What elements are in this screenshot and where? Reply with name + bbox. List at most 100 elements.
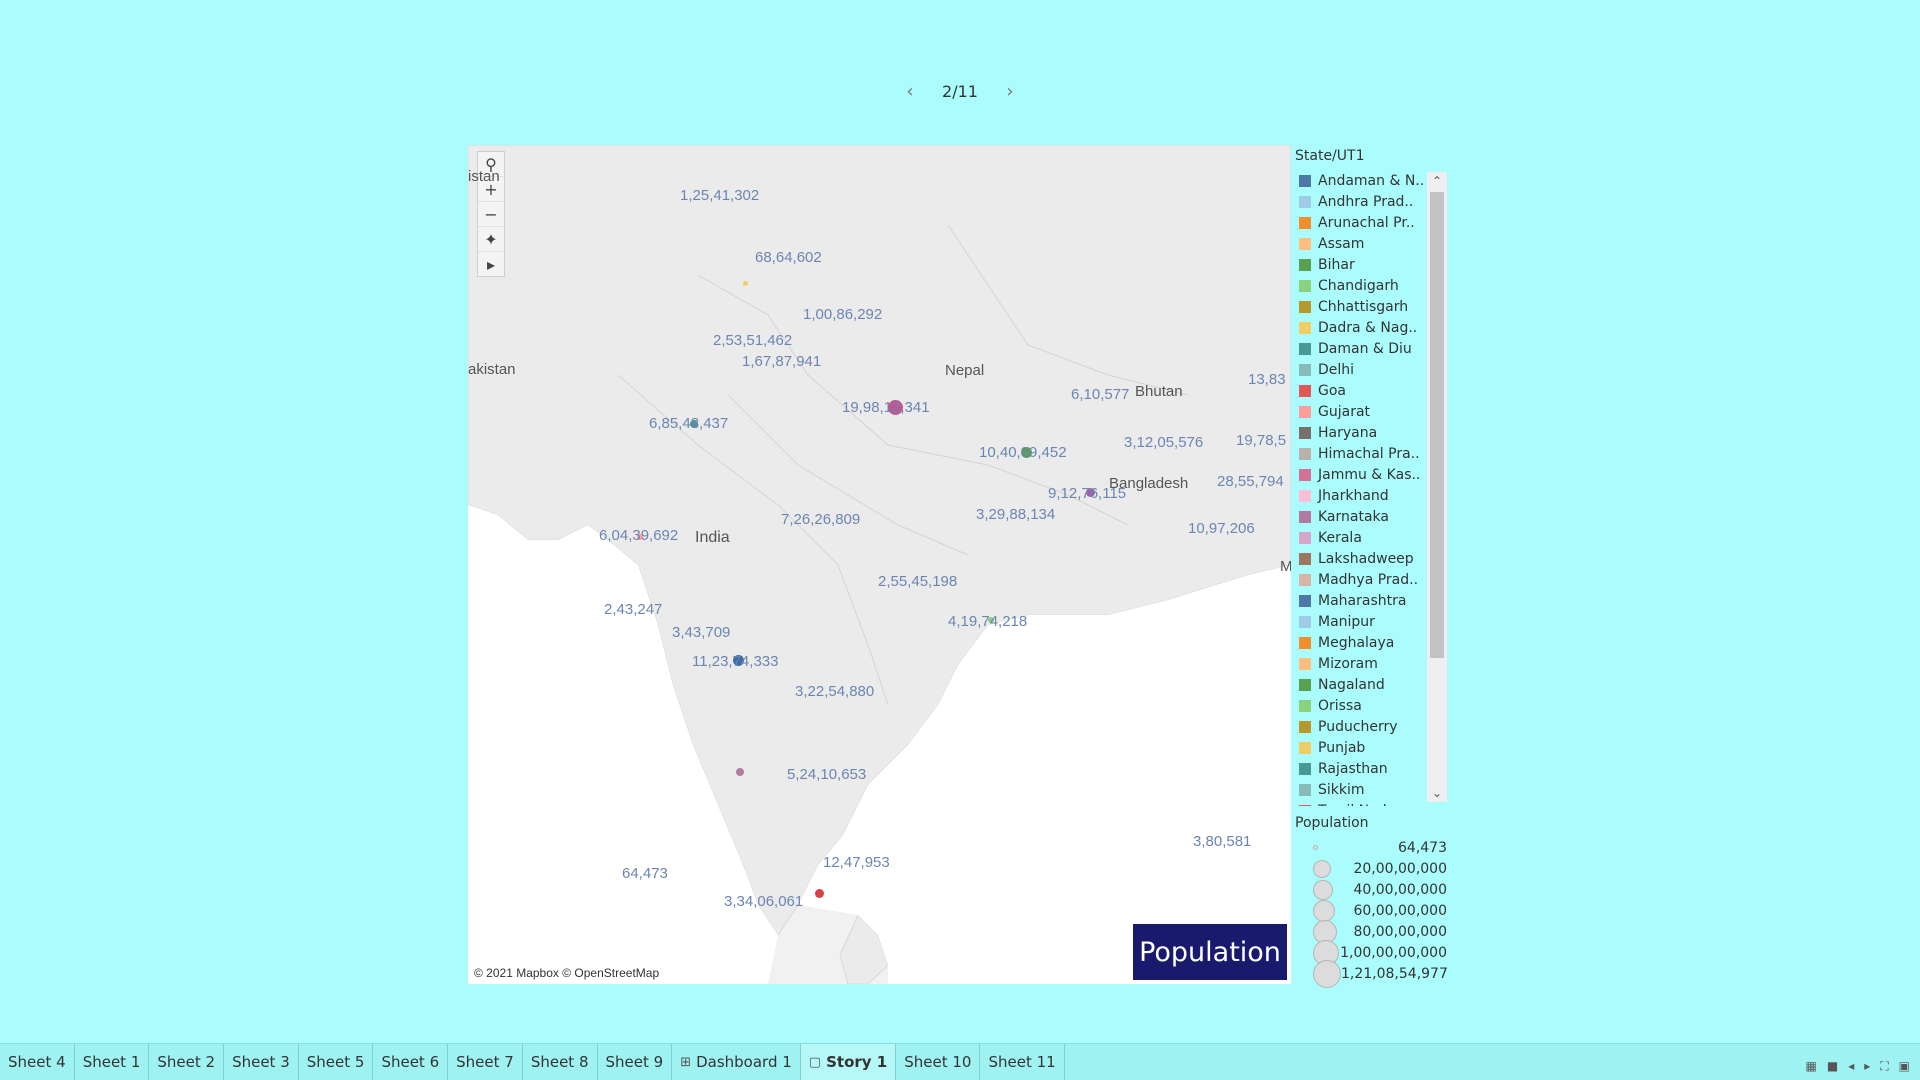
tab-label: Sheet 10 — [904, 1053, 972, 1071]
legend-swatch — [1299, 594, 1311, 607]
legend-item[interactable]: Manipur — [1295, 611, 1447, 632]
legend-item[interactable]: Bihar — [1295, 254, 1447, 275]
legend-swatch — [1299, 342, 1311, 355]
zoom-out-button[interactable]: − — [478, 201, 504, 226]
legend-item[interactable]: Chhattisgarh — [1295, 296, 1447, 317]
tab-label: Sheet 3 — [232, 1053, 290, 1071]
legend-item-label: Madhya Prad.. — [1318, 571, 1419, 588]
legend-swatch — [1299, 384, 1311, 397]
legend-item[interactable]: Jammu & Kas.. — [1295, 464, 1447, 485]
state-dot-orissa[interactable] — [988, 617, 994, 623]
legend-item[interactable]: Chandigarh — [1295, 275, 1447, 296]
grid-view-icon[interactable]: ▦ — [1805, 1059, 1817, 1073]
zoom-in-button[interactable]: + — [478, 176, 504, 201]
tab-sheet-5[interactable]: Sheet 5 — [299, 1044, 374, 1080]
legend-item-label: Daman & Diu — [1318, 340, 1412, 357]
legend-item-label: Orissa — [1318, 697, 1362, 714]
legend-item[interactable]: Sikkim — [1295, 779, 1447, 800]
legend-swatch — [1299, 216, 1311, 229]
tab-sheet-9[interactable]: Sheet 9 — [598, 1044, 673, 1080]
legend-item[interactable]: Nagaland — [1295, 674, 1447, 695]
legend-item[interactable]: Maharashtra — [1295, 590, 1447, 611]
legend-swatch — [1299, 783, 1311, 796]
legend-item[interactable]: Puducherry — [1295, 716, 1447, 737]
single-view-icon[interactable]: ■ — [1826, 1059, 1839, 1073]
map-value-label: 9,12,76,115 — [1048, 485, 1127, 502]
tab-sheet-1[interactable]: Sheet 1 — [75, 1044, 150, 1080]
state-dot-karnataka[interactable] — [736, 768, 744, 776]
tab-sheet-11[interactable]: Sheet 11 — [980, 1044, 1065, 1080]
legend-item[interactable]: Rajasthan — [1295, 758, 1447, 779]
state-dot-bihar[interactable] — [1021, 447, 1032, 458]
state-dot-uttar-pradesh[interactable] — [888, 400, 903, 415]
size-circle — [1313, 859, 1331, 878]
map-value-label: 2,43,247 — [604, 601, 663, 618]
search-icon[interactable]: ⚲ — [485, 154, 497, 174]
legend-swatch — [1299, 237, 1311, 250]
legend-item[interactable]: Punjab — [1295, 737, 1447, 758]
play-icon[interactable]: ▸ — [478, 251, 504, 276]
scroll-down-icon[interactable]: ⌄ — [1431, 786, 1443, 800]
state-dot-west-bengal[interactable] — [1086, 488, 1095, 497]
tab-label: Sheet 5 — [306, 1053, 365, 1071]
legend-item[interactable]: Andhra Prad.. — [1295, 191, 1447, 212]
chevron-right-icon[interactable]: › — [1006, 80, 1014, 102]
legend-item[interactable]: Goa — [1295, 380, 1447, 401]
state-dot-punjab[interactable] — [743, 281, 748, 286]
size-legend-row: 20,00,00,000 — [1295, 858, 1447, 879]
state-color-legend: State/UT1 Andaman & N.. Andhra Prad.. Arun… — [1295, 148, 1447, 806]
legend-item-label: Karnataka — [1318, 508, 1389, 525]
legend-item[interactable]: Haryana — [1295, 422, 1447, 443]
scroll-up-icon[interactable]: ⌃ — [1431, 174, 1443, 188]
legend-item[interactable]: Andaman & N.. — [1295, 170, 1447, 191]
legend-item[interactable]: Daman & Diu — [1295, 338, 1447, 359]
size-legend-value: 1,00,00,00,000 — [1340, 944, 1447, 961]
tab-sheet-4[interactable]: Sheet 4 — [0, 1044, 75, 1080]
legend-item[interactable]: Tamil Nadu — [1295, 800, 1447, 806]
tab-dashboard-1[interactable]: ⊞ Dashboard 1 — [672, 1044, 801, 1080]
legend-item[interactable]: Lakshadweep — [1295, 548, 1447, 569]
tab-sheet-3[interactable]: Sheet 3 — [224, 1044, 299, 1080]
next-icon[interactable]: ▸ — [1864, 1059, 1871, 1073]
legend-item[interactable]: Dadra & Nag.. — [1295, 317, 1447, 338]
map-attribution[interactable]: © 2021 Mapbox © OpenStreetMap — [474, 966, 660, 980]
legend-item[interactable]: Madhya Prad.. — [1295, 569, 1447, 590]
tab-label: Sheet 2 — [157, 1053, 216, 1071]
tab-story-1[interactable]: ▢ Story 1 — [800, 1044, 897, 1080]
map-value-label: 4,19,74,218 — [948, 613, 1028, 630]
size-legend-value: 64,473 — [1398, 839, 1447, 856]
legend-item[interactable]: Kerala — [1295, 527, 1447, 548]
legend-item[interactable]: Himachal Pra.. — [1295, 443, 1447, 464]
state-dot-rajasthan[interactable] — [690, 420, 698, 428]
legend-item[interactable]: Arunachal Pr.. — [1295, 212, 1447, 233]
legend-item[interactable]: Delhi — [1295, 359, 1447, 380]
legend-item[interactable]: Assam — [1295, 233, 1447, 254]
map-value-label: 3,80,581 — [1193, 833, 1252, 850]
tab-sheet-2[interactable]: Sheet 2 — [149, 1044, 225, 1080]
pin-icon[interactable]: ✦ — [478, 226, 504, 251]
fullscreen-icon[interactable]: ⛶ — [1880, 1059, 1889, 1073]
state-dot-maharashtra[interactable] — [733, 655, 744, 666]
legend-list[interactable]: Andaman & N.. Andhra Prad.. Arunachal Pr..… — [1295, 170, 1447, 806]
legend-item[interactable]: Mizoram — [1295, 653, 1447, 674]
prev-icon[interactable]: ◂ — [1848, 1059, 1855, 1073]
tab-sheet-6[interactable]: Sheet 6 — [373, 1044, 449, 1080]
map-value-label: 19,78,5 — [1236, 432, 1287, 449]
tab-sheet-10[interactable]: Sheet 10 — [896, 1044, 981, 1080]
tab-sheet-7[interactable]: Sheet 7 — [448, 1044, 523, 1080]
map-view[interactable]: ⚲ + − ✦ ▸ istan akistan Nepal India Bhut… — [468, 145, 1291, 984]
map-value-label: 6,85,48,437 — [649, 415, 729, 432]
legend-scrollbar[interactable]: ⌃ ⌄ — [1427, 172, 1447, 802]
scroll-thumb[interactable] — [1430, 192, 1444, 658]
present-icon[interactable]: ▣ — [1898, 1059, 1910, 1073]
legend-item[interactable]: Orissa — [1295, 695, 1447, 716]
legend-item-label: Haryana — [1318, 424, 1378, 441]
legend-item[interactable]: Karnataka — [1295, 506, 1447, 527]
tab-sheet-8[interactable]: Sheet 8 — [523, 1044, 598, 1080]
state-dot-gujarat[interactable] — [637, 534, 643, 540]
state-dot-kerala[interactable] — [815, 889, 824, 898]
legend-item[interactable]: Meghalaya — [1295, 632, 1447, 653]
legend-item[interactable]: Jharkhand — [1295, 485, 1447, 506]
chevron-left-icon[interactable]: ‹ — [906, 80, 914, 102]
legend-item[interactable]: Gujarat — [1295, 401, 1447, 422]
